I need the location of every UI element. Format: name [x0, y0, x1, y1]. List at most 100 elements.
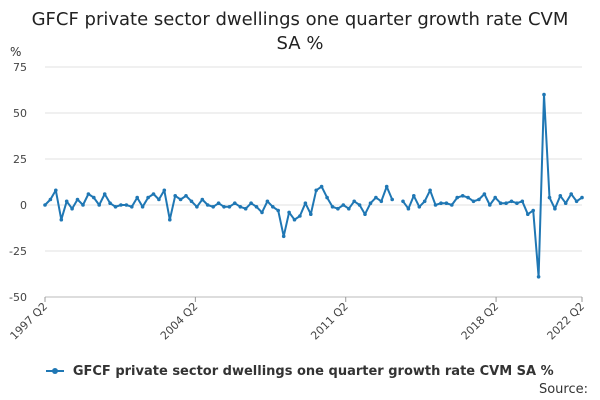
data-point — [59, 217, 64, 222]
legend-label: GFCF private sector dwellings one quarte… — [72, 364, 554, 379]
data-point — [352, 199, 357, 204]
data-point — [86, 192, 91, 196]
data-point — [168, 217, 172, 222]
data-point — [450, 203, 454, 207]
data-point — [488, 203, 492, 207]
x-tick-label: 1997 Q2 — [8, 300, 51, 343]
data-point — [374, 195, 378, 200]
chart-title-line2: SA % — [276, 33, 324, 54]
data-point — [298, 214, 302, 218]
data-point — [504, 201, 508, 205]
data-point — [249, 201, 253, 205]
y-tick-label: 75 — [13, 61, 27, 74]
data-point — [563, 201, 568, 205]
data-point — [75, 197, 80, 202]
legend-line-icon — [46, 367, 65, 374]
data-point — [357, 203, 362, 207]
x-tick-label: 2022 Q2 — [545, 300, 588, 343]
chart-title-line1: GFCF private sector dwellings one quarte… — [31, 9, 569, 30]
y-tick-label: -25 — [9, 245, 27, 258]
data-point — [466, 195, 470, 200]
data-point — [471, 199, 476, 204]
data-point — [222, 205, 226, 209]
data-point — [558, 194, 563, 198]
y-tick-label: 0 — [20, 199, 27, 212]
data-point — [526, 212, 530, 216]
x-axis: 1997 Q2 2004 Q2 2011 Q2 2018 Q2 2022 Q2 — [8, 296, 588, 343]
data-point — [281, 234, 286, 239]
data-point — [211, 205, 215, 209]
data-point — [92, 195, 96, 200]
data-point — [580, 195, 584, 200]
data-point — [379, 199, 384, 204]
data-point — [330, 205, 335, 209]
data-point — [455, 195, 460, 200]
data-point — [303, 201, 308, 205]
data-point — [542, 92, 546, 97]
data-point — [341, 203, 346, 207]
y-tick-label: 25 — [13, 153, 27, 166]
y-axis-label: % — [10, 45, 21, 59]
data-point — [108, 201, 112, 205]
data-point — [216, 201, 221, 205]
data-point — [195, 205, 199, 209]
data-point — [553, 206, 557, 211]
data-point — [531, 208, 535, 213]
data-point — [292, 217, 297, 222]
data-point — [113, 205, 118, 209]
data-point — [233, 201, 237, 205]
data-point — [130, 205, 134, 209]
y-axis: % 75 50 25 0 -25 -50 — [9, 45, 27, 304]
data-point — [401, 199, 405, 204]
plot-area — [43, 92, 584, 279]
data-point — [368, 201, 373, 205]
data-point — [309, 212, 313, 216]
data-point — [319, 184, 324, 189]
data-point — [48, 197, 53, 202]
data-point — [520, 199, 525, 204]
data-point — [97, 203, 101, 207]
data-point — [477, 197, 481, 202]
data-point — [260, 210, 264, 215]
data-point — [363, 212, 367, 216]
legend[interactable]: GFCF private sector dwellings one quarte… — [0, 364, 600, 379]
data-point — [178, 197, 183, 202]
data-point — [64, 199, 69, 204]
data-point — [325, 195, 329, 200]
data-point — [102, 192, 107, 196]
data-point — [460, 194, 465, 198]
data-point — [417, 205, 422, 209]
data-point — [227, 205, 232, 209]
data-point — [265, 199, 270, 204]
data-point — [254, 205, 259, 209]
data-point — [205, 203, 210, 207]
series-line — [44, 185, 394, 238]
x-tick-label: 2011 Q2 — [308, 300, 351, 343]
data-point — [482, 192, 487, 196]
data-point — [135, 195, 139, 200]
data-point — [498, 201, 503, 205]
y-tick-label: -50 — [9, 291, 27, 304]
data-point — [81, 203, 85, 207]
data-point — [336, 206, 340, 211]
data-point — [271, 205, 275, 209]
data-point — [509, 199, 514, 204]
data-point — [569, 192, 573, 196]
data-point — [157, 197, 161, 202]
data-point — [54, 188, 58, 193]
data-point — [422, 199, 427, 204]
data-point — [173, 194, 177, 198]
data-point — [536, 275, 541, 279]
data-point — [547, 195, 552, 200]
data-point — [276, 208, 281, 213]
y-tick-label: 50 — [13, 107, 27, 120]
data-point — [200, 197, 205, 202]
data-point — [574, 199, 579, 204]
data-point — [146, 195, 150, 200]
grid-lines — [45, 66, 582, 298]
x-tick-label: 2018 Q2 — [459, 300, 502, 343]
data-point — [140, 205, 145, 209]
data-point — [347, 206, 351, 211]
data-point — [184, 194, 188, 198]
data-point — [119, 203, 123, 207]
